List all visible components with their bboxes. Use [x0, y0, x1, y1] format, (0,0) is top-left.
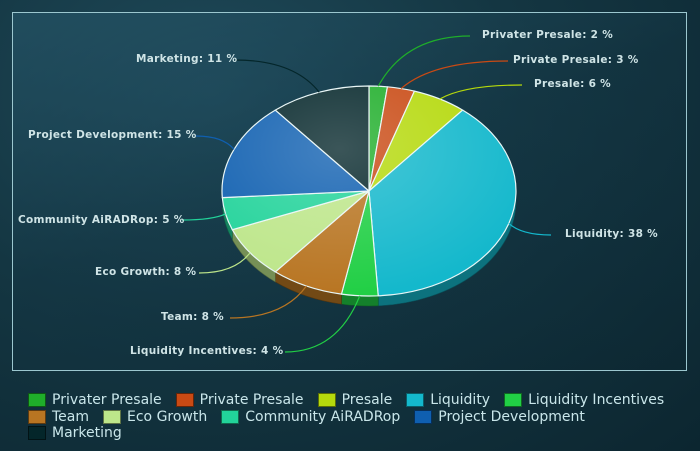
label-connector [284, 295, 361, 353]
legend-swatch [317, 393, 336, 408]
slice-label: Project Development: 15 % [28, 129, 197, 141]
label-connector [229, 285, 307, 319]
legend-label: Team [52, 408, 90, 425]
slice-labels: Privater Presale: 2 % Private Presale: 3 … [18, 29, 658, 357]
slice-label: Private Presale: 3 % [513, 54, 639, 66]
legend-item: Eco Growth [103, 409, 207, 426]
legend-swatch [28, 409, 46, 424]
label-connector [198, 252, 251, 274]
legend-swatch [103, 409, 122, 424]
legend-item: Community AiRADRop [221, 409, 400, 426]
legend-label: Privater Presale [52, 392, 162, 408]
slice-label: Marketing: 11 % [136, 53, 237, 65]
label-connector [195, 135, 235, 150]
legend-item: Project Development [414, 409, 585, 426]
legend-label: Marketing [52, 425, 122, 441]
legend-label: Private Presale [199, 392, 304, 408]
legend-item: Marketing [28, 425, 122, 442]
legend-item: Private Presale [175, 392, 304, 409]
legend-swatch [406, 393, 425, 408]
label-connector [377, 35, 471, 87]
legend-swatch [28, 393, 46, 408]
legend-item: Liquidity Incentives [504, 392, 664, 409]
legend-label: Project Development [438, 408, 585, 425]
label-connector [508, 222, 552, 236]
legend-swatch [175, 393, 194, 408]
legend-label: Presale [341, 392, 393, 408]
slice-label: Eco Growth: 8 % [95, 266, 196, 278]
pie-depth [221, 190, 517, 307]
legend-item: Liquidity [406, 392, 490, 409]
slice-label: Community AiRADRop: 5 % [18, 214, 185, 226]
legend-swatch [504, 393, 523, 408]
label-connector [234, 59, 320, 93]
legend-swatch [28, 426, 46, 441]
slice-label: Team: 8 % [161, 311, 224, 323]
legend-label: Liquidity [430, 392, 491, 408]
legend-swatch [414, 409, 433, 424]
legend-swatch [221, 409, 240, 424]
slice-label: Privater Presale: 2 % [482, 29, 613, 41]
slice-label: Presale: 6 % [534, 78, 611, 90]
legend-item: Team [28, 409, 89, 426]
slice-label: Liquidity: 38 % [565, 228, 658, 240]
legend-label: Eco Growth [127, 408, 208, 425]
slice-label: Liquidity Incentives: 4 % [130, 345, 284, 357]
chart-legend: Privater Presale Private Presale Presale Li… [28, 392, 688, 442]
legend-label: Liquidity Incentives [528, 392, 665, 408]
label-connector [181, 213, 226, 221]
legend-label: Community AiRADRop [245, 408, 401, 425]
legend-item: Presale [317, 392, 393, 409]
pie-gloss [222, 86, 516, 296]
label-connector [439, 84, 523, 100]
legend-item: Privater Presale [28, 392, 162, 409]
label-connector [400, 60, 509, 89]
